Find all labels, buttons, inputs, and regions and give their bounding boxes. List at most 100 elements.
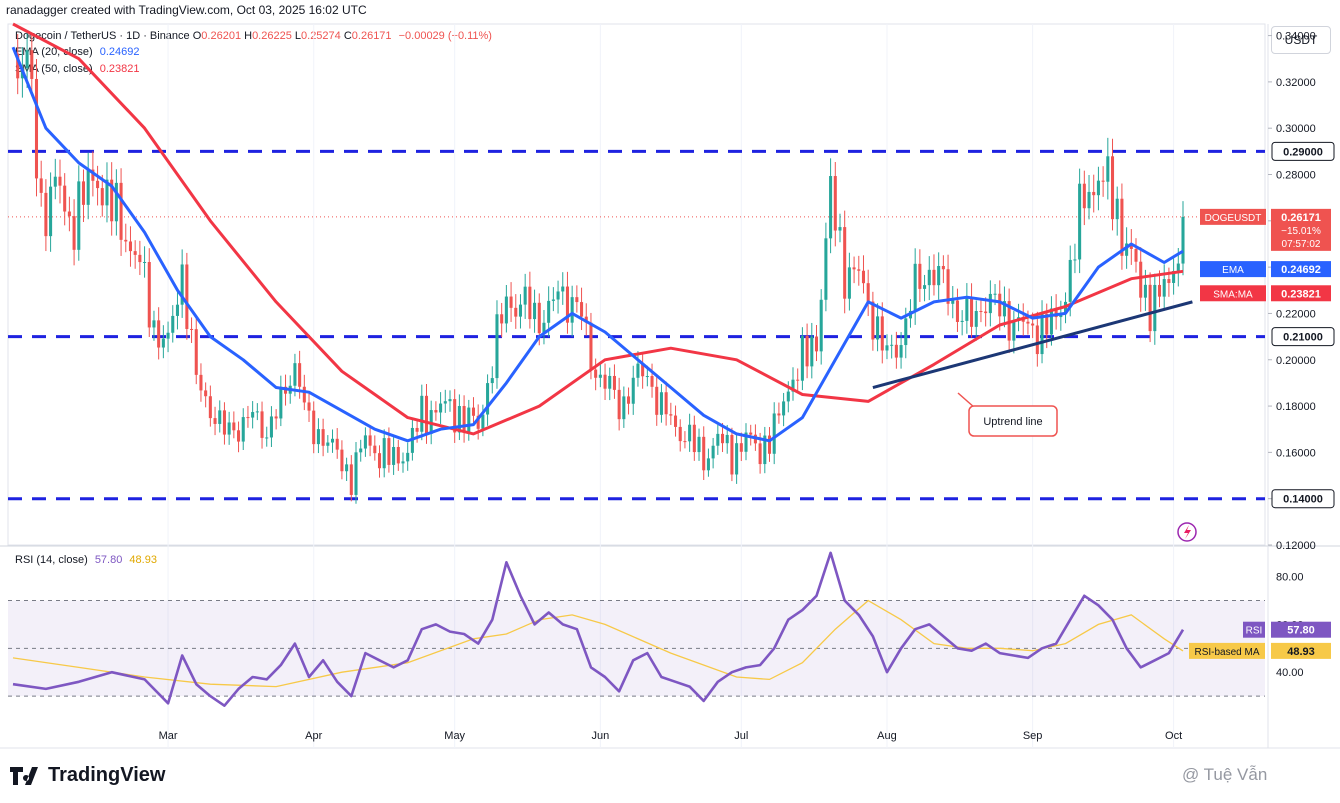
candle-body <box>16 53 20 79</box>
candle-body <box>561 286 565 292</box>
candle-body <box>594 369 598 378</box>
candle-body <box>237 430 241 442</box>
candle-body <box>814 336 819 352</box>
currency-unit-button[interactable]: USDT <box>1271 26 1331 54</box>
candle-body <box>30 50 34 79</box>
candle-body <box>58 176 62 186</box>
candle-body <box>274 416 278 419</box>
candle-body <box>678 426 682 442</box>
candle-body <box>500 314 504 324</box>
candle-body <box>96 180 100 189</box>
candle-body <box>523 286 527 305</box>
candle-body <box>91 169 95 181</box>
candle-body <box>72 216 76 250</box>
candle-body <box>1026 321 1030 324</box>
candle-body <box>669 414 673 416</box>
symbol-legend[interactable]: Dogecoin / TetherUS · 1D · Binance O0.26… <box>15 30 492 42</box>
candle-body <box>1087 191 1091 209</box>
candle-body <box>354 452 358 495</box>
time-tick-label: May <box>444 730 465 742</box>
price-tick-label: 0.16000 <box>1276 447 1316 459</box>
rsi-ma-tag-name-box <box>1189 642 1265 659</box>
rsi-tag-name-box <box>1243 621 1265 638</box>
candle-body <box>833 176 837 231</box>
candle-body <box>1129 243 1133 249</box>
candle-body <box>293 363 297 386</box>
candle-body <box>565 286 569 323</box>
candle-body <box>974 311 978 327</box>
candle-body <box>415 427 419 432</box>
candle-body <box>918 263 922 289</box>
time-tick-label: Apr <box>305 730 322 742</box>
candle-body <box>650 376 654 387</box>
sma-label: SMA (50, close) <box>15 63 93 75</box>
candle-body <box>622 396 626 420</box>
rsi-label: RSI (14, close) <box>15 554 88 566</box>
candle-body <box>326 442 330 446</box>
candle-body <box>434 410 438 413</box>
candle-body <box>349 464 353 495</box>
price-tick-label: 0.34000 <box>1276 31 1316 43</box>
candle-body <box>838 227 842 231</box>
rsi-legend[interactable]: RSI (14, close) 57.80 48.93 <box>15 554 157 566</box>
candle-body <box>44 192 48 237</box>
ohlc-key: O <box>192 30 202 42</box>
candle-body <box>265 437 269 439</box>
candle-body <box>871 301 875 340</box>
candle-body <box>424 395 429 434</box>
rsi-value: 57.80 <box>94 554 123 566</box>
price-tick-label: 0.22000 <box>1276 308 1316 320</box>
candle-body <box>890 344 894 346</box>
candle-body <box>1035 325 1039 355</box>
tradingview-logo: TradingView <box>10 764 165 787</box>
price-tick-label: 0.28000 <box>1276 170 1316 182</box>
candle-body <box>716 433 720 446</box>
sma-tag-name: SMA:MA <box>1213 289 1253 300</box>
candle-body <box>467 407 471 432</box>
candle-body <box>979 311 983 313</box>
callout-box <box>968 405 1058 437</box>
candle-body <box>894 344 898 358</box>
candle-body <box>1073 259 1077 261</box>
ema-tag-value: 0.24692 <box>1281 264 1321 276</box>
candle-body <box>1054 308 1058 318</box>
candle-body <box>279 386 283 419</box>
candle-body <box>664 392 668 415</box>
candle-body <box>1040 313 1044 355</box>
rsi-tag-name: RSI <box>1246 626 1263 637</box>
candle-body <box>138 254 142 263</box>
candle-body <box>758 443 762 465</box>
candle-body <box>631 377 635 404</box>
sma-legend[interactable]: SMA (50, close) 0.23821 <box>15 63 139 75</box>
sma-value: 0.23821 <box>99 63 140 75</box>
candle-body <box>589 322 593 370</box>
candle-body <box>495 314 499 379</box>
time-tick-label: Mar <box>159 730 178 742</box>
candle-body <box>641 363 645 377</box>
candle-body <box>730 434 734 475</box>
candle-body <box>1031 323 1035 326</box>
candle-body <box>133 251 137 255</box>
last-price-tag-value: 0.26171 <box>1281 212 1321 224</box>
candle-body <box>880 316 884 351</box>
candle-body <box>166 332 170 339</box>
candle-body <box>199 374 203 391</box>
candle-body <box>786 391 790 402</box>
candle-body <box>1002 301 1006 317</box>
candle-body <box>316 429 320 445</box>
candle-body <box>692 424 696 453</box>
candle-body <box>810 336 814 367</box>
price-tick-label: 0.20000 <box>1276 355 1316 367</box>
ohlc-value: 0.26225 <box>252 30 292 42</box>
ema-tag-value-box <box>1271 261 1331 278</box>
candle-body <box>345 464 349 472</box>
candle-body <box>194 329 198 375</box>
candle-body <box>655 386 659 415</box>
last-price-tag-value-box <box>1271 208 1331 251</box>
ohlc-key: H <box>241 30 253 42</box>
candle-body <box>636 363 640 378</box>
candle-body <box>1120 198 1124 256</box>
candle-body <box>110 179 114 222</box>
time-tick-label: Aug <box>877 730 897 742</box>
